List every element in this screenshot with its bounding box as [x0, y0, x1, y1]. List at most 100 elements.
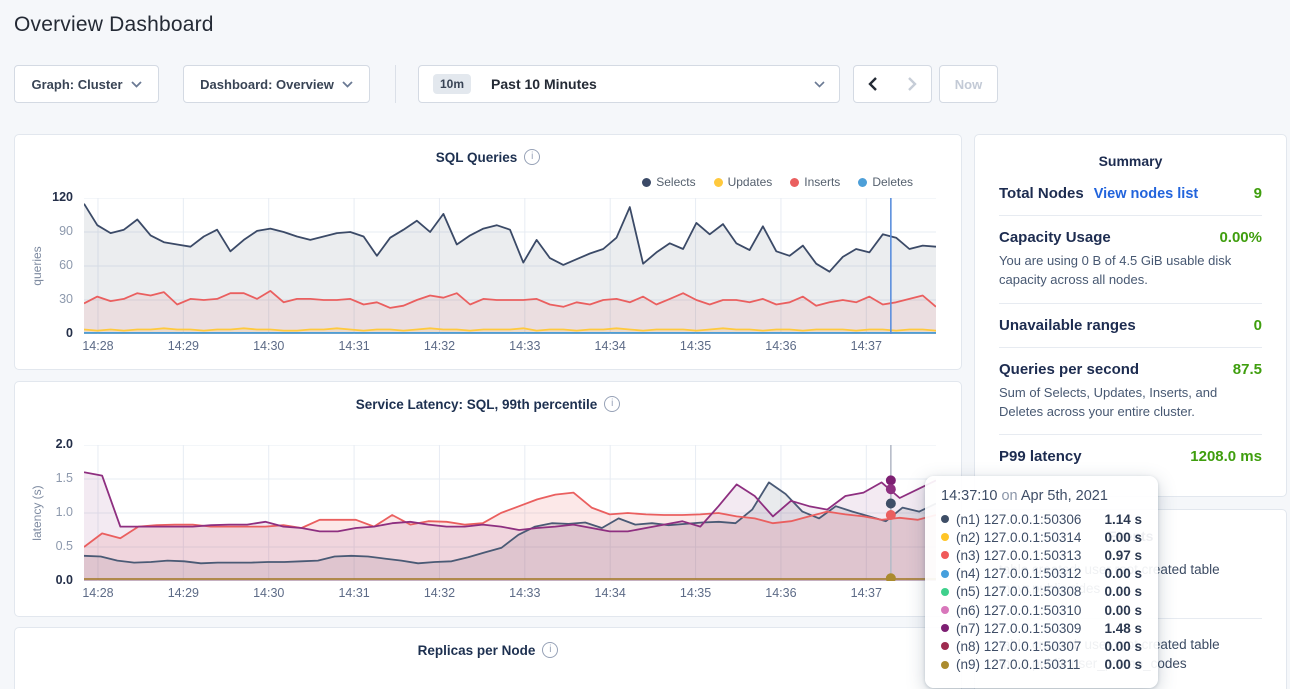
- summary-row: P99 latency 1208.0 ms: [999, 448, 1262, 465]
- summary-row-head: P99 latency 1208.0 ms: [999, 448, 1262, 465]
- series-line: [83, 491, 937, 548]
- tooltip-node-label: (n3) 127.0.0.1:50313: [956, 547, 1082, 563]
- y-tick-label: 0.5: [55, 539, 73, 553]
- legend-label: Updates: [727, 175, 773, 189]
- chart-title: Replicas per Node: [417, 642, 536, 658]
- y-axis-labels: queries 0 30 60 90 120: [15, 190, 77, 340]
- tooltip-row: (n8) 127.0.0.1:50307 0.00 s: [941, 637, 1142, 655]
- x-axis-labels: 14:28 14:29 14:30 14:31 14:32 14:33 14:34 14:35…: [82, 339, 936, 355]
- chart-header: Replicas per Node i: [15, 642, 961, 658]
- chart-title: Service Latency: SQL, 99th percentile: [355, 396, 598, 412]
- summary-description: You are using 0 B of 4.5 GiB usable disk…: [999, 253, 1232, 287]
- summary-panel: Summary Total Nodes View nodes list 9 Capac…: [974, 134, 1287, 497]
- summary-value: 0: [1253, 316, 1262, 334]
- chart-hover-tooltip: 14:37:10 on Apr 5th, 2021 (n1) 127.0.0.1…: [925, 476, 1158, 688]
- now-button[interactable]: Now: [939, 65, 998, 103]
- replicas-chart-panel: Replicas per Node i: [14, 627, 962, 689]
- node-color-dot-icon: [941, 569, 949, 578]
- tooltip-rows: (n1) 127.0.0.1:50306 1.14 s (n2) 127.0.0.1…: [941, 510, 1142, 674]
- tooltip-node-label: (n8) 127.0.0.1:50307: [956, 638, 1082, 654]
- x-tick-label: 14:28: [82, 339, 114, 353]
- graph-dropdown[interactable]: Graph: Cluster: [14, 65, 159, 103]
- chart-header: Service Latency: SQL, 99th percentile i: [15, 396, 961, 412]
- chevron-down-icon: [814, 80, 825, 88]
- x-tick-label: 14:33: [509, 586, 541, 600]
- x-tick-label: 14:32: [423, 586, 456, 600]
- info-icon[interactable]: i: [604, 396, 621, 412]
- summary-value: 9: [1253, 185, 1262, 202]
- summary-divider: [999, 346, 1262, 348]
- y-tick-label: 120: [52, 190, 73, 204]
- time-prev-button[interactable]: [853, 65, 893, 103]
- legend-label: Deletes: [872, 175, 913, 189]
- summary-value: 0.00%: [1219, 229, 1262, 246]
- tooltip-row: (n2) 127.0.0.1:50314 0.00 s: [941, 528, 1142, 546]
- time-range-selector[interactable]: 10m Past 10 Minutes: [418, 65, 840, 103]
- series-line: [83, 481, 937, 565]
- chart-plot-area[interactable]: [83, 197, 937, 335]
- sql-queries-chart-panel: SQL Queries i Selects Updates Inserts Delet…: [14, 134, 962, 370]
- x-tick-label: 14:34: [594, 586, 626, 600]
- x-tick-label: 14:36: [765, 586, 797, 600]
- x-tick-label: 14:34: [594, 339, 626, 353]
- series-line: [83, 203, 937, 273]
- summary-label: Queries per second: [999, 360, 1140, 378]
- legend-item-updates[interactable]: Updates: [713, 175, 773, 189]
- summary-label: Total Nodes: [999, 185, 1084, 202]
- tooltip-row: (n9) 127.0.0.1:50311 0.00 s: [941, 656, 1142, 674]
- tooltip-node-label: (n4) 127.0.0.1:50312: [956, 566, 1082, 582]
- legend-item-selects[interactable]: Selects: [642, 175, 696, 189]
- toolbar-divider: [395, 65, 396, 103]
- summary-divider: [999, 302, 1262, 304]
- tooltip-row: (n6) 127.0.0.1:50310 0.00 s: [941, 601, 1142, 619]
- tooltip-timestamp: 14:37:10 on Apr 5th, 2021: [941, 488, 1142, 504]
- tooltip-node-label: (n1) 127.0.0.1:50306: [956, 511, 1082, 527]
- chart-title: SQL Queries: [435, 149, 518, 165]
- x-tick-label: 14:31: [338, 586, 370, 600]
- info-icon[interactable]: i: [524, 149, 541, 165]
- tooltip-node-value: 0.00 s: [1104, 566, 1142, 582]
- legend-label: Selects: [656, 175, 696, 189]
- x-tick-label: 14:37: [850, 586, 882, 600]
- tooltip-row: (n7) 127.0.0.1:50309 1.48 s: [941, 619, 1142, 637]
- view-nodes-list-link[interactable]: View nodes list: [1093, 186, 1199, 202]
- node-color-dot-icon: [941, 642, 949, 651]
- info-icon[interactable]: i: [542, 642, 559, 658]
- summary-row-head: Unavailable ranges 0: [999, 317, 1262, 334]
- legend-dot-icon: [858, 177, 868, 187]
- summary-divider: [999, 215, 1262, 216]
- y-tick-label: 60: [59, 258, 73, 272]
- summary-row: Queries per second 87.5 Sum of Selects, Up…: [999, 361, 1262, 422]
- chart-header: SQL Queries i: [15, 149, 961, 165]
- tooltip-node-value: 0.00 s: [1104, 638, 1142, 654]
- chevron-down-icon: [130, 80, 142, 88]
- legend-item-inserts[interactable]: Inserts: [790, 175, 840, 189]
- time-range-badge: 10m: [433, 74, 472, 94]
- series-line: [83, 290, 937, 309]
- x-tick-label: 14:37: [850, 339, 882, 353]
- chart-plot-area[interactable]: [83, 444, 937, 584]
- summary-row-head: Capacity Usage 0.00%: [999, 229, 1262, 246]
- tooltip-node-label: (n9) 127.0.0.1:50311: [956, 657, 1081, 673]
- y-tick-label: 0: [66, 326, 73, 340]
- summary-row: Total Nodes View nodes list 9: [999, 185, 1262, 202]
- summary-value: 1208.0 ms: [1190, 448, 1262, 466]
- tooltip-time: 14:37:10: [941, 488, 998, 504]
- x-tick-label: 14:31: [338, 339, 370, 353]
- tooltip-node-label: (n6) 127.0.0.1:50310: [956, 602, 1082, 618]
- now-button-label: Now: [954, 76, 983, 92]
- x-tick-label: 14:30: [253, 586, 285, 600]
- summary-label: Unavailable ranges: [999, 316, 1136, 334]
- x-tick-label: 14:29: [167, 586, 199, 600]
- summary-row: Capacity Usage 0.00% You are using 0 B of …: [999, 229, 1262, 290]
- y-tick-label: 90: [59, 224, 73, 238]
- summary-row: Unavailable ranges 0: [999, 317, 1262, 334]
- chart-legend: Selects Updates Inserts Deletes: [642, 175, 913, 189]
- time-next-button[interactable]: [892, 65, 932, 103]
- y-tick-label: 1.5: [55, 471, 73, 485]
- legend-item-deletes[interactable]: Deletes: [858, 175, 913, 189]
- dashboard-dropdown[interactable]: Dashboard: Overview: [183, 65, 370, 103]
- node-color-dot-icon: [941, 551, 949, 560]
- tooltip-date: Apr 5th, 2021: [1020, 488, 1108, 504]
